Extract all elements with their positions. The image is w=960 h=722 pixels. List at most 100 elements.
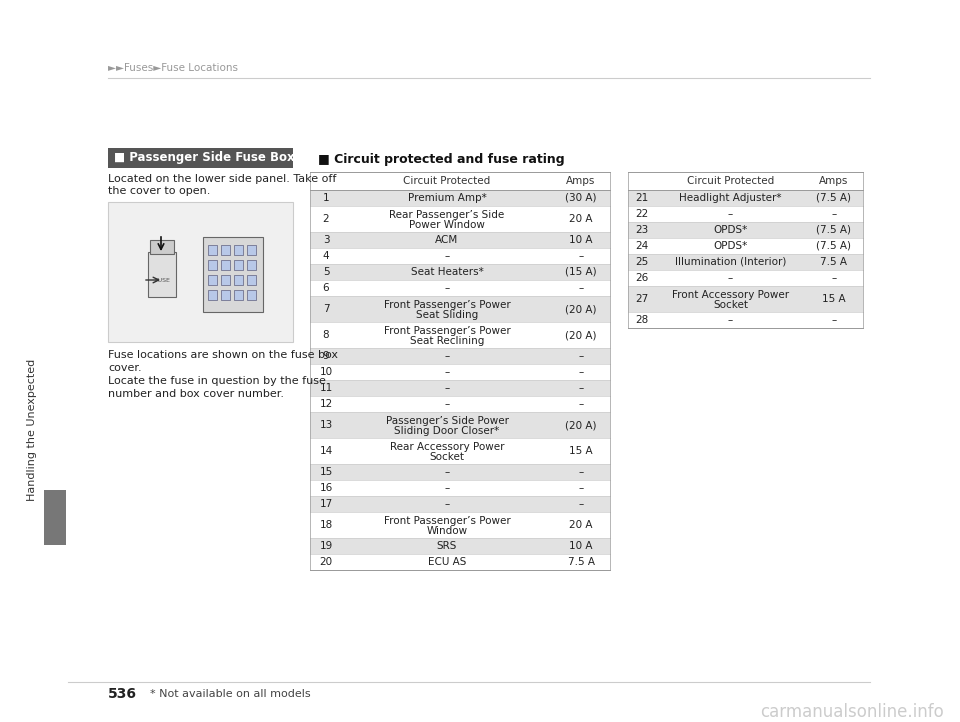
Text: 15: 15 <box>320 467 332 477</box>
Text: Amps: Amps <box>819 176 849 186</box>
Text: –: – <box>578 483 584 493</box>
Text: Amps: Amps <box>566 176 596 186</box>
Text: ■ Passenger Side Fuse Box: ■ Passenger Side Fuse Box <box>114 152 295 165</box>
Text: (7.5 A): (7.5 A) <box>817 241 852 251</box>
Text: 18: 18 <box>320 520 332 530</box>
Text: 1: 1 <box>323 193 329 203</box>
Bar <box>310 348 610 364</box>
Text: FUSE: FUSE <box>154 277 170 282</box>
Text: 7.5 A: 7.5 A <box>567 557 594 567</box>
Text: 23: 23 <box>636 225 649 235</box>
Bar <box>628 286 863 312</box>
Text: –: – <box>444 283 449 293</box>
Bar <box>310 412 610 438</box>
Text: –: – <box>444 399 449 409</box>
Text: –: – <box>578 499 584 509</box>
Text: Handling the Unexpected: Handling the Unexpected <box>27 359 37 501</box>
Text: Premium Amp*: Premium Amp* <box>408 193 487 203</box>
Text: Window: Window <box>426 526 468 536</box>
Bar <box>203 237 263 312</box>
Text: Front Passenger’s Power: Front Passenger’s Power <box>384 516 511 526</box>
Text: –: – <box>578 283 584 293</box>
Text: –: – <box>444 367 449 377</box>
Text: Fuse locations are shown on the fuse box: Fuse locations are shown on the fuse box <box>108 350 338 360</box>
Text: 25: 25 <box>636 257 649 267</box>
Text: 4: 4 <box>323 251 329 261</box>
Text: ■ Circuit protected and fuse rating: ■ Circuit protected and fuse rating <box>318 154 564 167</box>
Text: Rear Passenger’s Side: Rear Passenger’s Side <box>390 210 505 220</box>
Text: (15 A): (15 A) <box>565 267 597 277</box>
Text: 20: 20 <box>320 557 332 567</box>
Text: 17: 17 <box>320 499 332 509</box>
Bar <box>221 290 230 300</box>
Text: 22: 22 <box>636 209 649 219</box>
Text: SRS: SRS <box>437 541 457 551</box>
Text: 27: 27 <box>636 294 649 304</box>
Text: 24: 24 <box>636 241 649 251</box>
Text: –: – <box>831 273 836 283</box>
Bar <box>628 222 863 238</box>
Text: 15 A: 15 A <box>822 294 846 304</box>
Text: Front Passenger’s Power: Front Passenger’s Power <box>384 300 511 310</box>
Text: Locate the fuse in question by the fuse: Locate the fuse in question by the fuse <box>108 376 325 386</box>
Text: Seat Heaters*: Seat Heaters* <box>411 267 484 277</box>
Text: –: – <box>728 273 733 283</box>
Text: –: – <box>728 209 733 219</box>
Bar <box>310 496 610 512</box>
Text: 7.5 A: 7.5 A <box>821 257 848 267</box>
Text: Passenger’s Side Power: Passenger’s Side Power <box>386 416 509 426</box>
Text: OPDS*: OPDS* <box>713 225 748 235</box>
Bar <box>150 240 174 254</box>
Text: 21: 21 <box>636 193 649 203</box>
Text: OPDS*: OPDS* <box>713 241 748 251</box>
Text: Headlight Adjuster*: Headlight Adjuster* <box>680 193 781 203</box>
Text: number and box cover number.: number and box cover number. <box>108 389 284 399</box>
Bar <box>310 296 610 322</box>
Bar <box>310 264 610 280</box>
Text: (7.5 A): (7.5 A) <box>817 225 852 235</box>
Text: –: – <box>444 499 449 509</box>
Text: 7: 7 <box>323 304 329 314</box>
Bar <box>208 245 217 255</box>
Text: (20 A): (20 A) <box>565 420 597 430</box>
Text: ECU AS: ECU AS <box>428 557 467 567</box>
Text: (20 A): (20 A) <box>565 304 597 314</box>
Text: 11: 11 <box>320 383 332 393</box>
Bar <box>234 245 243 255</box>
Text: Rear Accessory Power: Rear Accessory Power <box>390 442 504 452</box>
Bar <box>221 260 230 270</box>
Text: –: – <box>444 383 449 393</box>
Text: 10 A: 10 A <box>569 235 592 245</box>
Text: –: – <box>578 351 584 361</box>
Text: 12: 12 <box>320 399 332 409</box>
Text: Located on the lower side panel. Take off: Located on the lower side panel. Take of… <box>108 174 336 184</box>
Bar <box>310 464 610 480</box>
Text: Seat Reclining: Seat Reclining <box>410 336 484 346</box>
Text: 2: 2 <box>323 214 329 224</box>
Bar <box>108 148 293 168</box>
Text: Power Window: Power Window <box>409 220 485 230</box>
Bar <box>221 275 230 285</box>
Text: (30 A): (30 A) <box>565 193 597 203</box>
Text: –: – <box>444 351 449 361</box>
Text: –: – <box>578 383 584 393</box>
Bar <box>247 245 256 255</box>
Text: Front Passenger’s Power: Front Passenger’s Power <box>384 326 511 336</box>
Text: 20 A: 20 A <box>569 520 592 530</box>
Text: 10 A: 10 A <box>569 541 592 551</box>
Bar <box>247 275 256 285</box>
Text: cover.: cover. <box>108 363 142 373</box>
Text: 3: 3 <box>323 235 329 245</box>
Text: 9: 9 <box>323 351 329 361</box>
Text: –: – <box>578 367 584 377</box>
Text: (7.5 A): (7.5 A) <box>817 193 852 203</box>
Bar <box>234 260 243 270</box>
Text: 16: 16 <box>320 483 332 493</box>
Bar <box>44 490 66 545</box>
Bar <box>208 290 217 300</box>
Text: ►►Fuses►Fuse Locations: ►►Fuses►Fuse Locations <box>108 63 238 73</box>
Text: –: – <box>728 315 733 325</box>
Bar <box>208 260 217 270</box>
Text: –: – <box>578 399 584 409</box>
Text: 26: 26 <box>636 273 649 283</box>
